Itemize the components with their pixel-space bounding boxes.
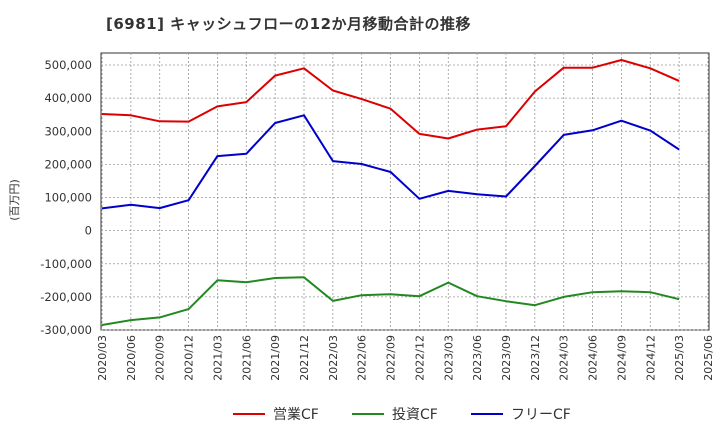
x-tick-label: 2022/12 bbox=[413, 335, 426, 381]
legend-label: フリーCF bbox=[511, 407, 571, 423]
x-axis-ticks: 2020/03 2020/06 2020/09 2020/12 2021/03 2021/… bbox=[96, 335, 715, 381]
x-tick-label: 2020/03 bbox=[96, 335, 109, 381]
x-tick-label: 2020/12 bbox=[183, 335, 196, 381]
x-tick-label: 2022/09 bbox=[385, 335, 398, 381]
x-tick-label: 2024/06 bbox=[587, 335, 600, 381]
x-tick-label: 2025/06 bbox=[702, 335, 715, 381]
series-line bbox=[101, 59, 680, 140]
y-tick-label: 300,000 bbox=[44, 124, 92, 138]
plot-area bbox=[100, 52, 710, 331]
grid bbox=[101, 53, 709, 331]
y-tick-label: -300,000 bbox=[40, 323, 92, 337]
y-tick-label: 500,000 bbox=[44, 58, 92, 72]
legend: 営業CF 投資CF フリーCF bbox=[233, 407, 571, 423]
x-tick-label: 2022/06 bbox=[356, 335, 369, 381]
x-tick-label: 2022/03 bbox=[327, 335, 340, 381]
y-axis-ticks: -300,000 -200,000 -100,000 0 100,000 200,000 3… bbox=[40, 58, 92, 337]
y-axis-label: (百万円) bbox=[8, 179, 21, 221]
x-tick-label: 2021/06 bbox=[240, 335, 253, 381]
x-tick-label: 2021/09 bbox=[269, 335, 282, 381]
y-tick-label: 200,000 bbox=[44, 157, 92, 171]
x-tick-label: 2021/12 bbox=[298, 335, 311, 381]
y-tick-label: 0 bbox=[85, 224, 92, 238]
x-tick-label: 2021/03 bbox=[211, 335, 224, 381]
series-lines bbox=[101, 59, 680, 326]
x-tick-label: 2025/03 bbox=[673, 335, 686, 381]
y-tick-label: -100,000 bbox=[40, 257, 92, 271]
x-tick-label: 2020/06 bbox=[125, 335, 138, 381]
y-tick-label: -200,000 bbox=[40, 290, 92, 304]
x-tick-label: 2024/03 bbox=[558, 335, 571, 381]
series-line bbox=[101, 114, 680, 210]
x-tick-label: 2020/09 bbox=[154, 335, 167, 381]
x-tick-label: 2023/12 bbox=[529, 335, 542, 381]
chart-title: [6981] キャッシュフローの12か月移動合計の推移 bbox=[106, 15, 472, 33]
x-tick-label: 2024/12 bbox=[644, 335, 657, 381]
x-tick-label: 2023/09 bbox=[500, 335, 513, 381]
x-tick-label: 2023/06 bbox=[471, 335, 484, 381]
x-tick-label: 2024/09 bbox=[615, 335, 628, 381]
x-tick-label: 2023/03 bbox=[442, 335, 455, 381]
legend-label: 投資CF bbox=[392, 407, 438, 423]
series-line bbox=[101, 276, 680, 326]
y-tick-label: 100,000 bbox=[44, 191, 92, 205]
y-tick-label: 400,000 bbox=[44, 91, 92, 105]
legend-label: 営業CF bbox=[273, 407, 319, 423]
